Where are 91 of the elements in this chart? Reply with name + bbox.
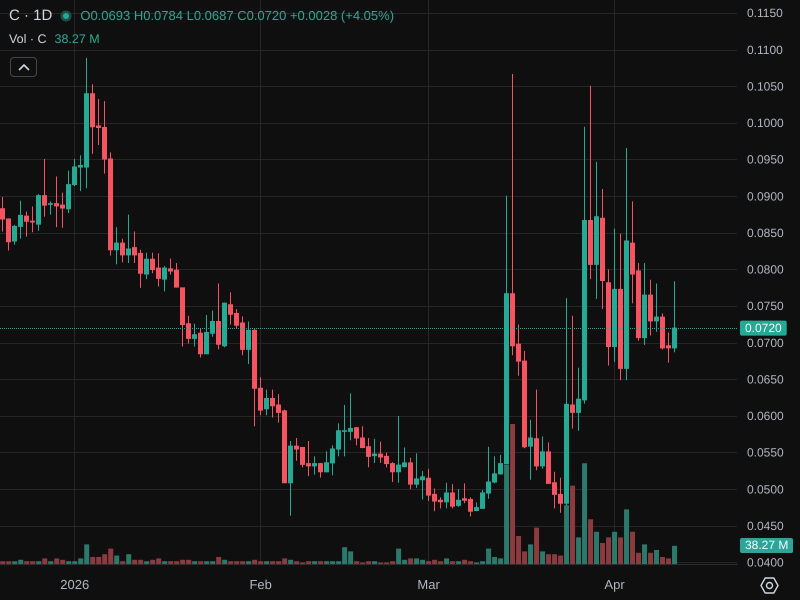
x-tick-label: Mar	[417, 577, 440, 592]
annotation: O0.0693 H0.0784 L0.0687 C0.0720 +0.0028 (+4.05%)	[80, 8, 394, 23]
candlestick	[318, 462, 323, 478]
y-tick-label: 0.1050	[747, 79, 784, 94]
bar	[144, 561, 150, 564]
candlestick	[450, 484, 455, 509]
candlestick	[198, 328, 203, 358]
bar	[528, 544, 534, 564]
bar	[408, 558, 414, 564]
bar	[222, 560, 228, 564]
candlestick	[264, 389, 269, 416]
candlestick	[648, 279, 653, 336]
candlestick	[48, 200, 53, 216]
x-tick-label: Apr	[604, 577, 626, 592]
bar	[672, 546, 678, 564]
candlestick	[288, 440, 293, 516]
candlestick	[144, 252, 149, 280]
y-tick-label: 0.0750	[747, 299, 784, 314]
candlestick	[36, 194, 41, 232]
bar	[648, 552, 654, 564]
candlestick	[114, 226, 119, 265]
y-tick-label: 0.1100	[747, 42, 784, 57]
candlestick	[540, 436, 545, 470]
bar	[624, 509, 630, 564]
candlestick	[606, 269, 611, 366]
bar	[654, 550, 660, 564]
annotation: 38.27 M	[54, 32, 100, 46]
bar	[534, 528, 540, 564]
candlestick	[216, 282, 221, 350]
bar	[594, 532, 600, 564]
x-tick-label: Feb	[249, 577, 272, 592]
bar	[618, 537, 624, 564]
bar	[456, 561, 462, 564]
candlestick	[162, 265, 167, 292]
candlestick	[456, 488, 461, 508]
candlestick	[570, 315, 575, 429]
bar	[162, 561, 168, 564]
bar	[192, 561, 198, 564]
bar	[312, 561, 318, 564]
y-tick-label: 0.1150	[747, 6, 784, 20]
bar	[48, 561, 54, 564]
candlestick	[312, 456, 317, 476]
candlestick	[528, 419, 533, 480]
bar	[444, 558, 450, 564]
bar	[42, 558, 48, 564]
x-tick-label: 2026	[60, 577, 90, 592]
bar	[588, 519, 594, 564]
bar	[198, 561, 204, 564]
y-tick-label: 0.0500	[747, 482, 784, 496]
bar	[126, 554, 132, 564]
y-tick-label: 0.0950	[747, 152, 784, 167]
y-tick-label: 0.0900	[747, 189, 784, 204]
y-tick-label: 0.0450	[747, 518, 784, 533]
y-tick-label: 0.1000	[747, 116, 784, 130]
candlestick	[588, 85, 593, 280]
bar	[372, 561, 378, 564]
bar	[288, 560, 294, 564]
bar	[120, 561, 126, 564]
candlestick	[534, 389, 539, 471]
candlestick	[372, 438, 377, 464]
y-tick-label: 0.0800	[747, 262, 784, 277]
y-tick-label: 0.0850	[747, 226, 784, 240]
bar	[114, 556, 120, 564]
candlestick	[42, 158, 47, 218]
bar	[564, 505, 570, 564]
bar	[246, 561, 252, 564]
bar	[612, 532, 618, 564]
bar	[570, 486, 576, 564]
candlestick	[594, 161, 599, 300]
y-tick-label: 0.0600	[747, 409, 784, 424]
bar	[318, 561, 324, 564]
candlestick	[120, 238, 125, 263]
candlestick	[126, 214, 131, 264]
y-tick-label: 0.0700	[747, 336, 784, 350]
text: C · 1D	[9, 7, 52, 24]
candlestick	[618, 233, 623, 381]
y-tick-label: 0.0650	[747, 372, 784, 386]
bar	[642, 544, 648, 564]
bar	[216, 557, 222, 564]
bar	[36, 561, 42, 564]
annotation: Vol · C	[9, 32, 47, 46]
candlestick	[408, 457, 413, 490]
candlestick	[444, 482, 449, 509]
candlestick	[600, 188, 605, 310]
y-tick-label: 0.0550	[747, 446, 784, 460]
text: 38.27 M	[740, 538, 794, 553]
y-tick-label: 0.0400	[747, 556, 784, 570]
bar	[264, 561, 270, 564]
bar	[540, 551, 546, 564]
ref-line-label: 0.0720	[745, 321, 782, 336]
bar	[450, 561, 456, 564]
